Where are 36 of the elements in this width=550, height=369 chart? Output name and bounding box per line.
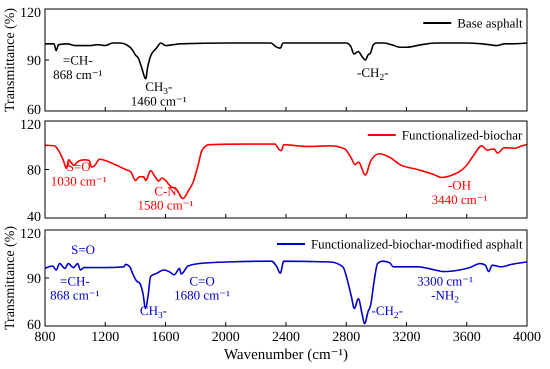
x-tick-label: 4000 bbox=[513, 330, 541, 345]
y-tick-label: 120 bbox=[20, 226, 41, 242]
x-tick-label: 3200 bbox=[392, 330, 420, 345]
legend-label: Functionalized-biochar-modified asphalt bbox=[310, 236, 523, 252]
y-tick-label: 40 bbox=[27, 210, 41, 225]
annotation: -CH$_{2}$- bbox=[357, 64, 388, 83]
annotation: =CH- 868 cm⁻¹ bbox=[50, 273, 100, 303]
annotation: =CH- 868 cm⁻¹ bbox=[53, 52, 103, 82]
annotation: -CH$_{2}$- bbox=[372, 303, 403, 322]
x-tick-label: 1600 bbox=[152, 330, 180, 345]
annotation: S=O 1030 cm⁻¹ bbox=[50, 159, 107, 188]
x-tick-label: 2800 bbox=[332, 330, 360, 345]
annotation: CH$_{3}$- bbox=[140, 303, 167, 322]
y-tick-label: 60 bbox=[27, 102, 41, 118]
x-tick-label: 2400 bbox=[272, 330, 300, 345]
y-tick-label: 60 bbox=[27, 318, 41, 333]
x-tick-label: 3600 bbox=[452, 330, 481, 345]
annotation: 3300 cm⁻¹ -NH$_{2}$ bbox=[417, 273, 474, 306]
x-tick-label: 800 bbox=[34, 330, 56, 345]
y-tick-label: 120 bbox=[20, 6, 41, 21]
x-axis-title: Wavenumber (cm⁻¹) bbox=[224, 347, 348, 363]
y-tick-label: 90 bbox=[27, 54, 41, 69]
annotation: CH$_{3}$- 1460 cm⁻¹ bbox=[130, 79, 187, 108]
legend-label: Functionalized-biochar bbox=[402, 128, 523, 143]
x-tick-label: 1200 bbox=[91, 330, 120, 345]
y-axis-title: Transmittance (%) bbox=[3, 226, 18, 330]
y-tick-label: 80 bbox=[27, 163, 41, 178]
legend-label: Base asphalt bbox=[457, 16, 523, 31]
annotation: S=O bbox=[71, 242, 96, 257]
annotation: C-N 1580 cm⁻¹ bbox=[138, 183, 194, 213]
y-tick-label: 90 bbox=[27, 272, 41, 287]
annotation: C=O 1680 cm⁻¹ bbox=[174, 273, 230, 303]
x-tick-label: 2000 bbox=[212, 330, 240, 345]
annotation: -OH 3440 cm⁻¹ bbox=[432, 178, 488, 207]
y-tick-label: 120 bbox=[20, 118, 41, 133]
y-axis-title: Transmittance (%) bbox=[3, 8, 18, 112]
